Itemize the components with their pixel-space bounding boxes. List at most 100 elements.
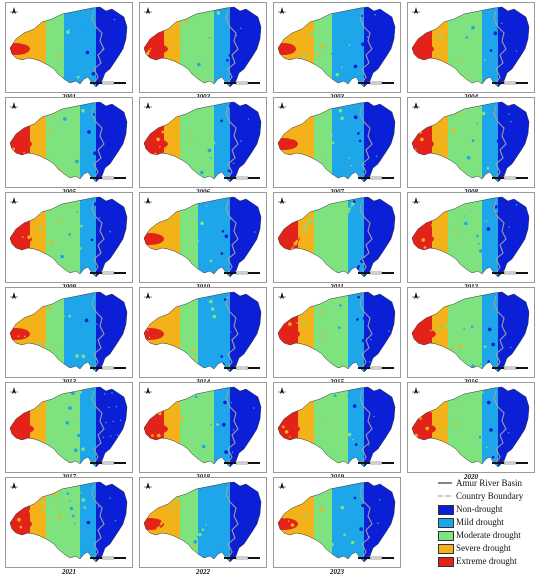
country-boundary [359, 485, 373, 559]
raster-speckle [476, 81, 479, 84]
raster-speckle [176, 158, 179, 161]
raster-speckle [341, 66, 343, 69]
drought-zone-4 [80, 102, 97, 182]
raster-speckle [254, 456, 256, 459]
raster-speckle [180, 214, 182, 217]
raster-speckle [330, 542, 334, 547]
raster-speckle [80, 491, 83, 494]
drought-zone-5 [498, 7, 529, 87]
raster-speckle [450, 347, 454, 350]
country-boundary [225, 10, 239, 84]
raster-speckle [341, 216, 346, 221]
raster-speckle [387, 352, 389, 355]
raster-speckle [150, 456, 153, 460]
raster-speckle [60, 254, 64, 259]
legend-label: Moderate drought [456, 530, 521, 540]
raster-speckle [193, 417, 197, 421]
raster-speckle [200, 531, 203, 533]
drought-zone-3 [466, 7, 483, 87]
raster-speckle [513, 328, 517, 332]
raster-speckle [93, 202, 98, 206]
raster-speckle [157, 25, 159, 28]
raster-speckle [217, 247, 220, 250]
raster-speckle [68, 406, 72, 410]
raster-speckle [380, 525, 384, 529]
raster-speckle [311, 110, 316, 115]
scale-bar-icon [224, 556, 260, 560]
raster-speckle [357, 132, 360, 135]
drought-zone-5 [96, 387, 127, 467]
raster-speckle [45, 227, 49, 231]
map-panel-2007 [273, 97, 401, 188]
raster-speckle [339, 222, 342, 225]
country-boundary [493, 200, 507, 274]
drought-zone-5 [364, 102, 395, 182]
raster-speckle [426, 254, 428, 256]
raster-speckle [85, 50, 90, 55]
raster-speckle [42, 109, 46, 113]
raster-speckle [228, 53, 233, 58]
basin-map-2001 [9, 6, 128, 88]
raster-speckle [14, 503, 17, 506]
scale-bar-icon [492, 461, 528, 465]
raster-speckle [432, 57, 436, 61]
raster-speckle [362, 316, 367, 321]
raster-speckle [301, 486, 305, 490]
raster-speckle [191, 546, 193, 548]
north-arrow-icon [144, 292, 152, 299]
raster-speckle [334, 547, 338, 550]
raster-speckle [48, 347, 51, 349]
raster-speckle [425, 120, 428, 124]
raster-speckle [375, 359, 379, 363]
raster-speckle [343, 347, 348, 351]
raster-speckle [298, 111, 302, 116]
raster-speckle [112, 266, 115, 269]
raster-speckle [45, 517, 47, 519]
raster-speckle [320, 334, 323, 338]
scale-bar-icon [224, 176, 260, 180]
raster-speckle [303, 135, 306, 139]
raster-speckle [210, 423, 212, 426]
basin-outline [9, 386, 128, 468]
raster-speckle [193, 234, 196, 237]
basin-map-2005 [9, 101, 128, 183]
drought-zone-2 [46, 387, 65, 467]
raster-speckle [436, 265, 440, 270]
raster-speckle [424, 306, 427, 310]
raster-speckle [85, 514, 88, 516]
raster-speckle [93, 151, 97, 155]
raster-speckle [424, 400, 426, 402]
raster-speckle [353, 64, 358, 69]
raster-speckle [117, 41, 121, 46]
raster-speckle [309, 544, 314, 549]
raster-speckle [147, 49, 151, 53]
raster-speckle [340, 116, 344, 120]
raster-speckle [468, 257, 472, 260]
raster-speckle [293, 551, 296, 554]
raster-speckle [491, 455, 495, 459]
raster-speckle [307, 219, 312, 224]
drought-zone-2 [180, 102, 199, 182]
raster-speckle [437, 420, 439, 422]
raster-speckle [303, 402, 306, 405]
raster-speckle [115, 207, 120, 212]
raster-speckle [66, 492, 70, 495]
raster-speckle [164, 238, 168, 242]
raster-speckle [331, 141, 335, 145]
drought-zone-5 [96, 197, 127, 277]
raster-speckle [353, 115, 358, 119]
raster-speckle [312, 417, 316, 421]
extreme-drought-patch [144, 138, 168, 150]
raster-speckle [380, 113, 385, 118]
raster-speckle [286, 254, 289, 258]
raster-speckle [520, 165, 523, 168]
raster-speckle [226, 58, 229, 62]
raster-speckle [247, 118, 250, 120]
country-boundary [225, 200, 239, 274]
country-boundary [225, 390, 239, 464]
raster-speckle [247, 77, 250, 79]
raster-speckle [431, 223, 434, 227]
raster-speckle [24, 118, 28, 121]
raster-speckle [489, 428, 493, 432]
raster-speckle [518, 157, 521, 161]
